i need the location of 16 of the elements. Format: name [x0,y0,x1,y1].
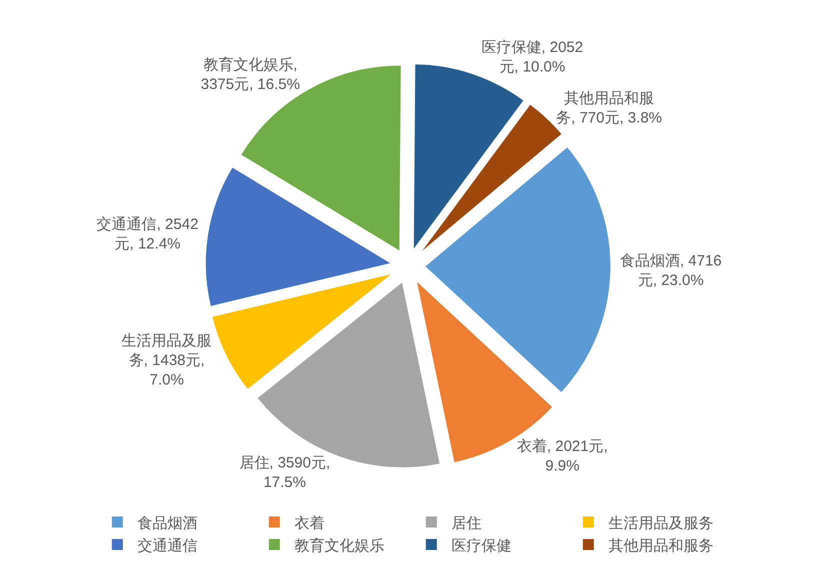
legend-label: 医疗保健 [451,537,512,554]
data-label: 交通通信, 2542元, 12.4% [96,216,198,252]
data-label: 居住, 3590元, 17.5% [239,454,330,492]
legend-label: 食品烟酒 [137,514,198,532]
legend-label: 交通通信 [137,537,198,554]
legend-label: 生活用品及服务 [608,514,714,532]
data-label: 其他用品和服务, 770元, 3.8% [556,90,662,127]
legend-label: 衣着 [294,514,324,532]
data-label: 教育文化娱乐, 3375元, 16.5% [200,56,300,94]
data-label: 衣着, 2021元, 9.9% [516,438,608,475]
legend-label: 居住 [451,514,482,532]
legend-label: 教育文化娱乐 [294,537,384,554]
data-label: 医疗保健, 2052元, 10.0% [481,38,584,76]
legend-label: 其他用品和服务 [608,537,714,554]
data-label: 食品烟酒, 4716元, 23.0% [620,252,722,290]
data-label: 生活用品及服务, 1438元, 7.0% [122,332,212,388]
